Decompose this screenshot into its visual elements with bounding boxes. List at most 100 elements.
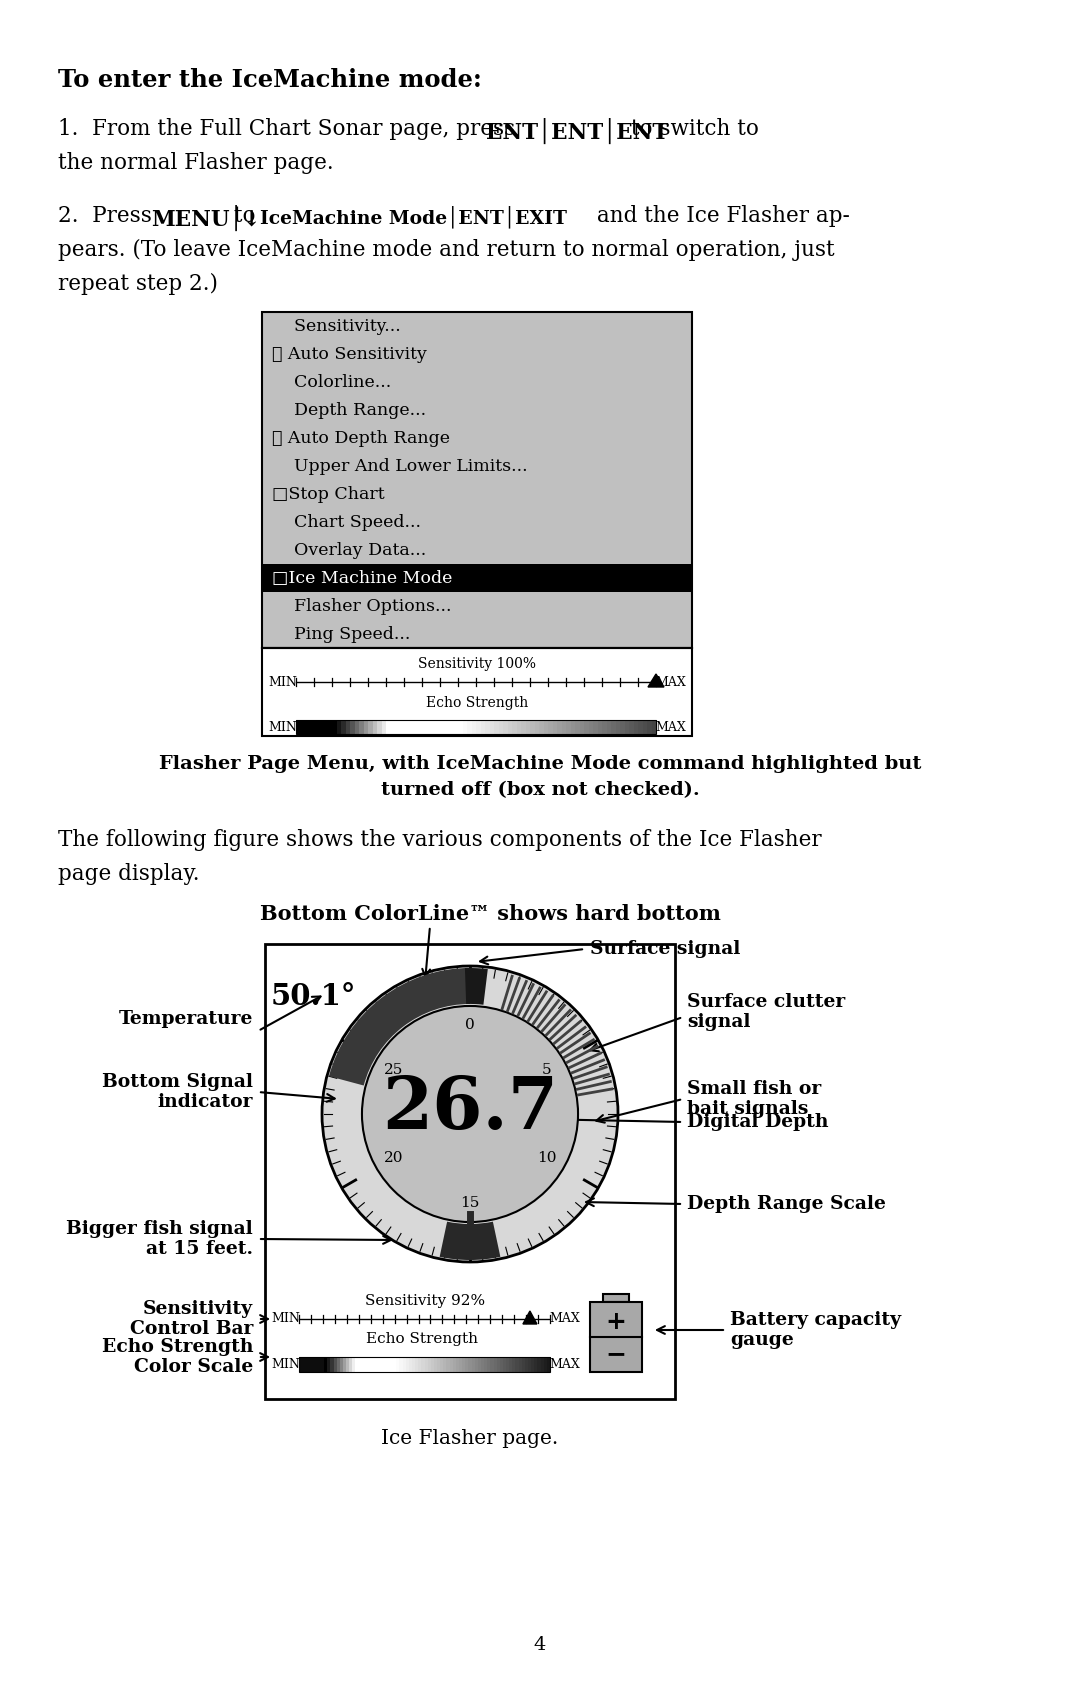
Bar: [490, 1357, 494, 1373]
Bar: [337, 720, 341, 733]
Bar: [643, 720, 648, 733]
Text: Temperature: Temperature: [119, 1009, 253, 1028]
Text: 5: 5: [542, 1063, 552, 1076]
Bar: [494, 720, 499, 733]
Bar: [462, 1357, 465, 1373]
Bar: [334, 1357, 337, 1373]
Bar: [602, 720, 607, 733]
Text: to: to: [227, 205, 262, 227]
Text: Ping Speed...: Ping Speed...: [272, 626, 410, 643]
Text: turned off (box not checked).: turned off (box not checked).: [380, 780, 700, 799]
Bar: [428, 1357, 431, 1373]
Bar: [557, 720, 562, 733]
Bar: [413, 720, 418, 733]
Bar: [346, 1357, 350, 1373]
Bar: [515, 1357, 519, 1373]
Bar: [566, 720, 571, 733]
Bar: [302, 1357, 306, 1373]
Bar: [518, 1357, 523, 1373]
Bar: [530, 720, 535, 733]
Bar: [580, 720, 584, 733]
Bar: [403, 1357, 406, 1373]
Bar: [386, 720, 391, 733]
Bar: [296, 720, 301, 733]
Bar: [516, 720, 522, 733]
Bar: [499, 720, 503, 733]
Text: Overlay Data...: Overlay Data...: [272, 542, 427, 558]
Bar: [324, 1357, 327, 1373]
Bar: [434, 1357, 437, 1373]
Bar: [494, 1357, 497, 1373]
Bar: [372, 1357, 375, 1373]
Bar: [354, 720, 360, 733]
Text: ☒ Auto Sensitivity: ☒ Auto Sensitivity: [272, 345, 427, 363]
Bar: [343, 1357, 347, 1373]
Bar: [300, 720, 306, 733]
Bar: [541, 1357, 544, 1373]
Bar: [299, 1357, 550, 1373]
Bar: [525, 1357, 528, 1373]
Bar: [409, 1357, 413, 1373]
Bar: [390, 1357, 393, 1373]
Text: Bigger fish signal
at 15 feet.: Bigger fish signal at 15 feet.: [66, 1219, 253, 1258]
Bar: [391, 720, 395, 733]
Bar: [562, 720, 567, 733]
Text: repeat step 2.): repeat step 2.): [58, 272, 218, 294]
Bar: [512, 1357, 516, 1373]
Bar: [362, 1357, 365, 1373]
Bar: [418, 1357, 422, 1373]
Bar: [441, 1357, 444, 1373]
Text: 50.1°: 50.1°: [271, 982, 356, 1011]
Bar: [375, 1357, 378, 1373]
Text: 15: 15: [460, 1196, 480, 1209]
Bar: [314, 720, 319, 733]
Text: the normal Flasher page.: the normal Flasher page.: [58, 151, 334, 173]
Bar: [305, 720, 310, 733]
Text: 20: 20: [383, 1150, 403, 1166]
Bar: [310, 720, 314, 733]
Bar: [651, 720, 657, 733]
Text: MAX: MAX: [656, 676, 686, 688]
Text: MIN: MIN: [268, 676, 297, 688]
Bar: [647, 720, 652, 733]
Bar: [485, 720, 490, 733]
Bar: [512, 720, 517, 733]
Bar: [469, 1357, 472, 1373]
Text: Echo Strength: Echo Strength: [366, 1332, 478, 1346]
Bar: [503, 720, 508, 733]
Bar: [589, 720, 594, 733]
Bar: [443, 1357, 447, 1373]
Bar: [497, 1357, 500, 1373]
Bar: [449, 720, 454, 733]
Bar: [597, 720, 603, 733]
Bar: [421, 1357, 426, 1373]
Bar: [332, 720, 337, 733]
Bar: [319, 720, 324, 733]
Bar: [265, 944, 675, 1399]
Wedge shape: [329, 969, 470, 1085]
Bar: [262, 563, 692, 592]
Text: 4: 4: [534, 1637, 546, 1653]
Text: Depth Range Scale: Depth Range Scale: [687, 1194, 886, 1213]
Bar: [377, 720, 382, 733]
Bar: [543, 720, 549, 733]
Text: Surface signal: Surface signal: [590, 940, 741, 959]
Bar: [548, 720, 553, 733]
Bar: [404, 720, 409, 733]
Bar: [535, 1357, 538, 1373]
Bar: [424, 1357, 428, 1373]
Bar: [528, 1357, 531, 1373]
Bar: [503, 1357, 507, 1373]
Text: MIN: MIN: [271, 1357, 300, 1371]
Bar: [323, 720, 328, 733]
Bar: [373, 720, 378, 733]
Text: Echo Strength
Color Scale: Echo Strength Color Scale: [102, 1337, 253, 1376]
Bar: [411, 1357, 416, 1373]
Bar: [462, 720, 468, 733]
Bar: [543, 1357, 548, 1373]
Bar: [535, 720, 540, 733]
Bar: [337, 1357, 340, 1373]
Bar: [387, 1357, 391, 1373]
Bar: [629, 720, 634, 733]
Text: Sensitivity
Control Bar: Sensitivity Control Bar: [130, 1300, 253, 1339]
